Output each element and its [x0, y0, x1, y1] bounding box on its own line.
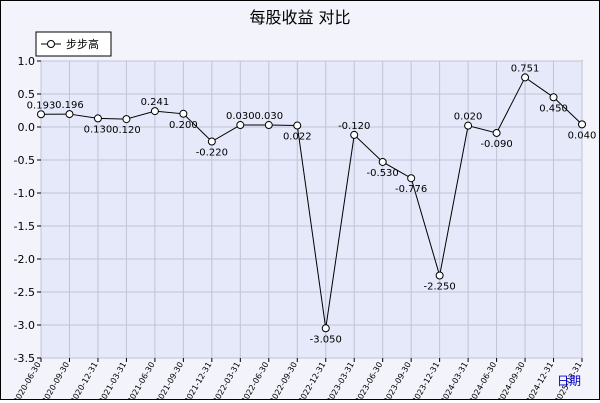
- data-label: 0.450: [539, 103, 568, 114]
- data-point[interactable]: [179, 109, 188, 118]
- y-tick-label: 0.5: [18, 88, 36, 101]
- x-tick-label: 2020-06-30: [12, 361, 43, 400]
- y-tick-label: -0.5: [14, 154, 35, 167]
- data-label: -0.090: [480, 139, 512, 150]
- data-point[interactable]: [578, 120, 586, 129]
- y-tick-label: -3.5: [14, 352, 35, 365]
- x-tick-label: 2021-09-30: [154, 361, 185, 400]
- legend[interactable]: 步步高: [35, 31, 112, 57]
- x-tick-label: 2020-12-31: [69, 361, 100, 400]
- x-tick-label: 2020-09-30: [40, 361, 71, 400]
- data-point[interactable]: [549, 93, 558, 102]
- x-tick-label: 2023-06-30: [353, 361, 384, 400]
- x-axis-label: 日期: [557, 374, 581, 388]
- chart-title: 每股收益 对比: [249, 8, 350, 27]
- y-tick-label: -1.5: [14, 220, 35, 233]
- data-point[interactable]: [122, 115, 131, 124]
- x-tick-label: 2022-03-31: [211, 361, 242, 400]
- data-label: -2.250: [424, 282, 456, 293]
- x-tick-label: 2024-06-30: [467, 361, 498, 399]
- x-tick-label: 2024-12-31: [524, 361, 555, 400]
- data-point[interactable]: [264, 121, 273, 130]
- data-label: 0.022: [283, 132, 312, 143]
- y-tick-label: -1.0: [14, 187, 35, 200]
- data-point[interactable]: [207, 137, 216, 146]
- series-layer: 0.193 0.196 0.130 0.120 0.241 0.200 -0.220 0.03…: [27, 63, 597, 345]
- data-point[interactable]: [65, 110, 74, 119]
- x-tick-label: 2023-12-31: [410, 361, 441, 400]
- data-point[interactable]: [492, 128, 501, 137]
- data-point[interactable]: [321, 324, 330, 333]
- data-label: 0.120: [112, 125, 141, 136]
- data-point[interactable]: [37, 110, 45, 119]
- x-tick-label: 2021-03-31: [97, 361, 128, 400]
- plot-area: [40, 60, 583, 359]
- data-label: 0.040: [568, 130, 597, 141]
- data-label: -0.120: [338, 121, 370, 132]
- data-point[interactable]: [350, 130, 359, 139]
- y-tick-label: 1.0: [18, 55, 36, 68]
- data-label: 0.196: [55, 100, 84, 111]
- x-tick-label: 2022-09-30: [268, 361, 299, 400]
- series-line: [40, 76, 583, 329]
- data-point[interactable]: [293, 121, 302, 130]
- y-tick-label: -3.0: [14, 319, 35, 332]
- data-label: -0.776: [395, 184, 427, 195]
- data-point[interactable]: [236, 121, 245, 130]
- x-tick-label: 2022-06-30: [239, 361, 270, 400]
- data-label: -0.220: [196, 148, 228, 159]
- y-tick-label: 0.0: [18, 121, 36, 134]
- x-tick-label: 2021-12-31: [183, 361, 214, 400]
- data-label: -3.050: [310, 334, 342, 345]
- x-tick-label: 2023-03-31: [325, 361, 356, 400]
- data-label: 0.241: [141, 97, 170, 108]
- data-point[interactable]: [150, 107, 159, 116]
- data-label: 0.030: [254, 111, 283, 122]
- y-axis: 1.0 0.5 0.0 -0.5 -1.0 -1.5 -2.0 -2.5 -3.0 -3.5: [14, 55, 41, 365]
- data-label: 0.200: [169, 120, 198, 131]
- x-tick-label: 2021-06-30: [126, 361, 157, 400]
- data-point[interactable]: [378, 157, 387, 166]
- data-point[interactable]: [435, 271, 444, 280]
- data-point[interactable]: [93, 114, 102, 123]
- data-label: 0.193: [27, 100, 56, 111]
- y-tick-label: -2.0: [14, 253, 35, 266]
- data-label: 0.020: [454, 112, 483, 123]
- x-tick-label: 2022-12-31: [296, 361, 327, 400]
- x-tick-label: 2024-09-30: [496, 361, 527, 400]
- y-tick-label: -2.5: [14, 286, 35, 299]
- data-label: 0.130: [84, 124, 113, 135]
- x-tick-label: 2023-09-30: [382, 361, 413, 400]
- data-point[interactable]: [521, 73, 530, 82]
- legend-series-name: 步步高: [66, 37, 99, 51]
- x-tick-label: 2024-03-31: [439, 360, 470, 399]
- data-point[interactable]: [407, 174, 416, 183]
- data-point[interactable]: [464, 121, 473, 130]
- data-label: 0.030: [226, 111, 255, 122]
- data-label: -0.530: [367, 168, 399, 179]
- legend-marker: [47, 40, 55, 48]
- data-label: 0.751: [511, 63, 540, 74]
- x-axis: 2020-06-302020-09-302020-12-312021-03-31…: [12, 358, 584, 403]
